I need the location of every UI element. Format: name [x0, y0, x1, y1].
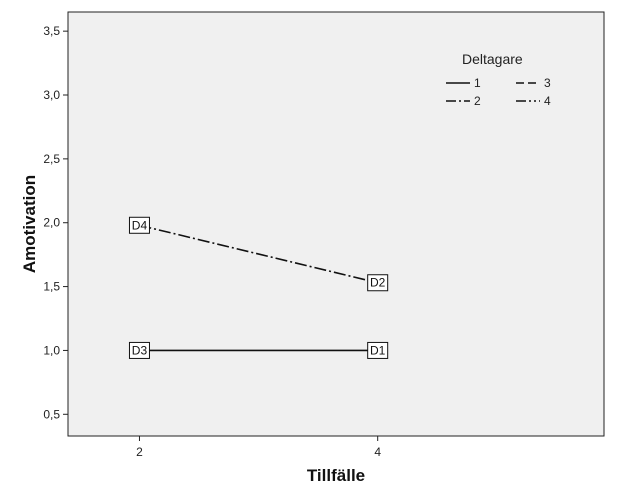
x-tick-label: 2	[136, 445, 143, 459]
y-axis: 0,5 1,0 1,5 2,0 2,5 3,0 3,5	[43, 24, 68, 421]
y-tick-label: 1,5	[43, 280, 60, 294]
point-marker	[367, 341, 389, 359]
y-tick-label: 2,5	[43, 152, 60, 166]
point-label: D1	[370, 343, 386, 357]
y-tick-label: 1,0	[43, 343, 60, 357]
legend-label-3: 3	[544, 76, 551, 90]
y-tick-label: 3,5	[43, 24, 60, 38]
plot-area	[67, 11, 605, 437]
point-label: D3	[132, 343, 148, 357]
legend: Deltagare 1 3 2 4	[446, 51, 551, 108]
y-tick-label: 2,0	[43, 216, 60, 230]
y-axis-title: Amotivation	[20, 175, 39, 273]
x-tick-label: 4	[374, 445, 381, 459]
series-lines: D3 D1 D4 D2	[128, 216, 389, 359]
y-tick-label: 0,5	[43, 407, 60, 421]
legend-label-2: 2	[474, 94, 481, 108]
series-line-2	[139, 224, 378, 284]
x-axis-title: Tillfälle	[307, 466, 365, 485]
legend-label-1: 1	[474, 76, 481, 90]
point-label: D4	[132, 218, 148, 232]
legend-title: Deltagare	[462, 51, 523, 67]
point-marker	[367, 274, 389, 292]
point-label: D2	[370, 276, 386, 290]
point-marker	[128, 216, 150, 234]
y-tick-label: 3,0	[43, 88, 60, 102]
legend-label-4: 4	[544, 94, 551, 108]
point-marker	[128, 341, 150, 359]
